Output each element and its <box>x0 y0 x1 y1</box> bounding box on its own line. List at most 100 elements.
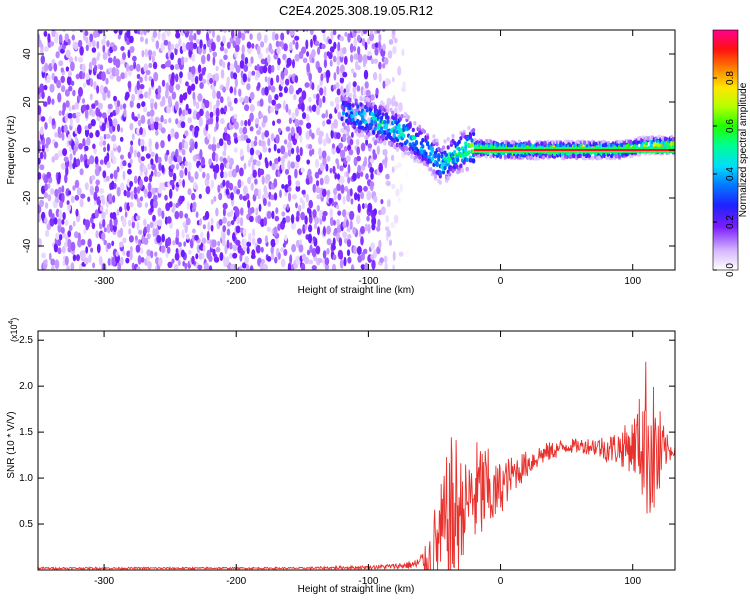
spectrogram-cell <box>175 32 181 39</box>
spectrogram-cell <box>120 72 126 80</box>
spectrogram-cell <box>314 171 320 179</box>
spectrogram-signal-cell <box>381 112 385 117</box>
spectrogram-signal-cell <box>397 123 401 128</box>
spectrogram-signal-cell <box>407 151 411 156</box>
spectrogram-cell <box>284 234 288 242</box>
spectrogram-signal-cell <box>383 120 387 125</box>
spectrogram-signal-cell <box>359 102 363 107</box>
spectrogram-cell <box>347 33 351 43</box>
spectrogram-cell <box>150 170 154 177</box>
spectrogram-cell <box>146 223 151 233</box>
spectrogram-cell <box>226 220 232 227</box>
spectrogram-signal-cell <box>343 125 347 130</box>
spectrogram-cell <box>315 186 321 194</box>
spectrogram-cell <box>138 229 143 235</box>
spectrogram-cell <box>64 174 68 184</box>
spectrogram-cell <box>315 105 321 116</box>
spectrogram-cell <box>175 248 179 255</box>
spectrogram-cell <box>363 185 368 192</box>
spectrogram-cell <box>151 163 156 171</box>
spectrogram-cell <box>94 185 99 194</box>
spectrogram-cell <box>243 185 248 196</box>
spectrogram-cell <box>318 147 322 157</box>
spectrogram-cell <box>321 188 327 197</box>
spectrogram-cell <box>216 90 221 100</box>
spectrogram-cell <box>277 252 281 260</box>
spectrogram-cell <box>120 127 124 133</box>
spectrogram-cell <box>289 42 293 51</box>
spectrogram-cell <box>241 32 246 41</box>
spectrogram-cell <box>63 241 68 249</box>
x-tick-label: 100 <box>624 576 641 587</box>
spectrogram-cell <box>140 257 145 263</box>
spectrogram-signal-cell <box>395 147 400 152</box>
spectrogram-cell <box>89 78 94 87</box>
spectrogram-cell <box>305 30 309 32</box>
spectrogram-cell <box>170 128 175 134</box>
spectrogram-cell <box>187 188 192 196</box>
spectrogram-cell <box>291 244 296 253</box>
spectrogram-cell <box>187 70 192 81</box>
spectrogram-cell <box>143 226 148 235</box>
spectrogram-cell <box>204 99 210 109</box>
spectrogram-signal-cell <box>400 114 404 119</box>
spectrogram-cell <box>199 149 203 159</box>
spectrogram-cell <box>283 100 286 110</box>
spectrogram-cell <box>295 202 298 209</box>
spectrogram-signal-cell <box>644 141 649 146</box>
spectrogram-cell <box>357 185 363 193</box>
spectrogram-cell <box>324 174 330 185</box>
spectrogram-cell <box>329 46 335 53</box>
spectrogram-cell <box>270 48 274 55</box>
spectrogram-cell <box>187 170 191 181</box>
spectrogram-cell <box>325 69 331 79</box>
spectrogram-cell <box>133 60 137 70</box>
spectrogram-cell <box>349 43 354 54</box>
spectrogram-cell <box>167 95 172 106</box>
spectrogram-cell <box>40 116 46 122</box>
spectrogram-cell <box>130 21 133 30</box>
spectrogram-cell <box>117 262 122 270</box>
spectrogram-cell <box>60 67 64 73</box>
spectrogram-cell <box>246 241 252 247</box>
spectrogram-cell <box>202 244 206 252</box>
spectrogram-cell <box>318 258 323 264</box>
spectrogram-cell <box>180 121 186 129</box>
spectrogram-cell <box>366 190 372 201</box>
spectrogram-signal-cell <box>384 136 388 141</box>
spectrogram-cell <box>311 49 316 58</box>
y-tick-label: 0.5 <box>19 519 33 530</box>
spectrogram-cell <box>278 92 283 98</box>
spectrogram-cell <box>140 156 145 162</box>
spectrogram-signal-cell <box>375 133 379 139</box>
spectrogram-cell <box>171 91 177 100</box>
spectrogram-signal-cell <box>370 111 374 117</box>
spectrogram-cell <box>237 179 242 189</box>
spectrogram-cell <box>62 260 66 267</box>
spectrogram-cell <box>312 236 316 242</box>
spectrogram-signal-cell <box>372 129 376 135</box>
spectrogram-cell <box>126 250 131 258</box>
spectrogram-cell <box>129 201 134 208</box>
spectrogram-cell <box>360 264 366 270</box>
spectrogram-cell <box>160 127 166 134</box>
spectrogram-cell <box>362 30 368 35</box>
spectrogram-cell <box>291 147 295 155</box>
spectrogram-cell <box>355 139 360 146</box>
spectrogram-cell <box>41 20 46 30</box>
spectrogram-cell <box>229 63 235 72</box>
spectrogram-cell <box>353 192 358 201</box>
spectrogram-cell <box>64 255 69 266</box>
spectrogram-cell <box>322 156 327 166</box>
spectrogram-cell <box>258 126 262 132</box>
spectrogram-cell <box>154 167 158 177</box>
spectrogram-cell <box>200 231 204 239</box>
spectrogram-cell <box>336 88 341 96</box>
spectrogram-cell <box>136 151 141 158</box>
spectrogram-cell <box>241 262 247 269</box>
spectrogram-cell <box>280 32 285 41</box>
spectrogram-cell <box>43 46 49 52</box>
spectrogram-signal-cell <box>464 145 468 150</box>
spectrogram-cell <box>328 52 333 60</box>
spectrogram-cell <box>275 134 280 144</box>
